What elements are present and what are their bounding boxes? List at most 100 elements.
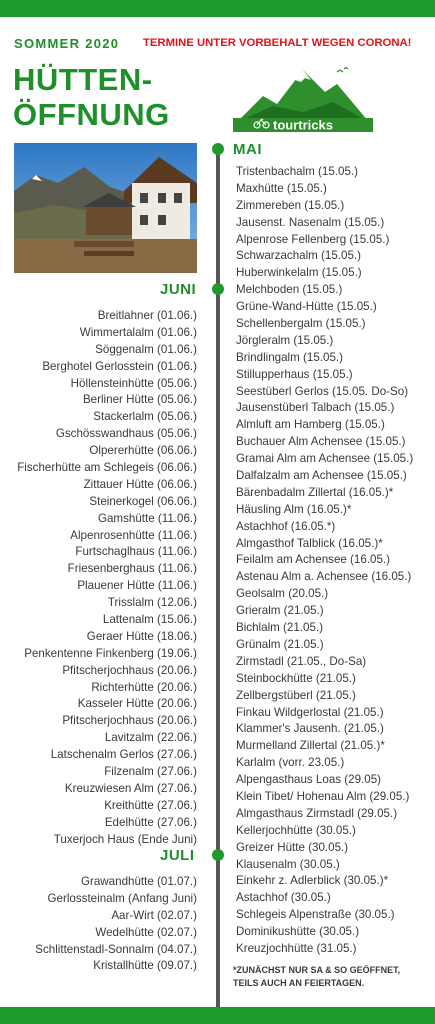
juni-list-item: Wimmertalalm (01.06.): [79, 325, 197, 339]
footnote-line-2: TEILS AUCH AN FEIERTAGEN.: [233, 978, 365, 988]
mai-list-item: Häusling Alm (16.05.)*: [236, 502, 352, 516]
juli-list-item: Kristallhütte (09.07.): [93, 959, 197, 973]
juli-list-item: Wedelhütte (02.07.): [95, 925, 197, 939]
mai-list-item: Stillupperhaus (15.05.): [236, 367, 353, 381]
juni-list-item: Steinerkogel (06.06.): [89, 494, 197, 508]
juni-list-item: Pfitscherjochhaus (20.06.): [62, 663, 197, 677]
mai-list-item: Seestüberl Gerlos (15.05. Do-So): [236, 384, 409, 398]
juni-list-item: Penkentenne Finkenberg (19.06.): [24, 646, 197, 660]
juni-list-item: Zittauer Hütte (06.06.): [83, 477, 197, 491]
mai-list-item: Finkau Wildgerlostal (21.05.): [236, 705, 384, 719]
mai-list-item: Grieralm (21.05.): [236, 604, 324, 618]
juni-list-item: Plauener Hütte (11.06.): [77, 579, 197, 593]
footnote-line-1: *ZUNÄCHST NUR SA & SO GEÖFFNET,: [233, 965, 401, 975]
corona-notice: TERMINE UNTER VORBEHALT WEGEN CORONA!: [143, 37, 412, 49]
juli-list-item: Grawandhütte (01.07.): [80, 875, 197, 888]
mai-list-item: Karlalm (vorr. 23.05.): [236, 756, 345, 770]
juni-list-item: Lavitzalm (22.06.): [104, 731, 197, 745]
mai-list-item: Dominikushütte (30.05.): [236, 925, 360, 939]
mai-list-item: Alpenrose Fellenberg (15.05.): [236, 232, 390, 246]
mai-list-item: Greizer Hütte (30.05.): [236, 840, 349, 854]
juli-list-item: Gerlossteinalm (Anfang Juni): [47, 891, 198, 905]
mai-list: Tristenbachalm (15.05.) Maxhütte (15.05.)…: [236, 164, 413, 958]
mai-list-item: Schwarzachalm (15.05.): [236, 249, 362, 263]
mai-list-item: Bärenbadalm Zillertal (16.05.)*: [236, 485, 394, 499]
mai-list-item: Bichlalm (21.05.): [236, 621, 323, 635]
juni-list-item: Kasseler Hütte (20.06.): [77, 697, 197, 711]
bottom-bar: [0, 1007, 435, 1024]
title-line-2: ÖFFNUNG: [13, 97, 170, 132]
footnote: *ZUNÄCHST NUR SA & SO GEÖFFNET, TEILS AU…: [233, 964, 400, 990]
juni-list: Breitlahner (01.06.) Wimmertalalm (01.06.…: [17, 308, 197, 849]
month-label-mai: MAI: [233, 141, 262, 158]
juni-list-item: Berliner Hütte (05.06.): [82, 393, 197, 407]
juni-list-item: Kreuzwiesen Alm (27.06.): [64, 781, 197, 795]
mai-list-item: Melchboden (15.05.): [236, 283, 343, 297]
juni-list-item: Olpererhütte (06.06.): [89, 444, 197, 458]
juni-list-item: Pfitscherjochhaus (20.06.): [62, 714, 197, 728]
timeline-dot-mai: [212, 143, 224, 155]
juni-list-item: Friesenberghaus (11.06.): [67, 562, 197, 576]
juni-list-item: Filzenalm (27.06.): [104, 765, 197, 779]
timeline-dot-juli: [212, 849, 224, 861]
mai-list-item: Astachhof (30.05.): [236, 891, 331, 905]
mai-list-item: Tristenbachalm (15.05.): [236, 165, 359, 178]
juli-list-item: Aar-Wirt (02.07.): [111, 908, 197, 922]
juni-list-item: Geraer Hütte (18.06.): [86, 629, 197, 643]
top-bar: [0, 0, 435, 17]
mai-list-item: Klausenalm (30.05.): [236, 857, 340, 871]
mai-list-item: Klein Tibet/ Hohenau Alm (29.05.): [236, 789, 410, 803]
logo-text: tourtricks: [273, 118, 333, 133]
juni-list-item: Breitlahner (01.06.): [97, 309, 197, 322]
juli-list: Grawandhütte (01.07.) Gerlossteinalm (Anf…: [35, 874, 197, 975]
mai-list-item: Grüne-Wand-Hütte (15.05.): [236, 300, 377, 314]
mai-list-item: Dalfalzalm am Achensee (15.05.): [236, 469, 407, 483]
juni-list-item: Gschösswandhaus (05.06.): [55, 427, 197, 441]
month-label-juni: JUNI: [160, 281, 197, 298]
mai-list-item: Schellenbergalm (15.05.): [236, 317, 366, 331]
juni-list-item: Stackerlalm (05.06.): [93, 410, 197, 424]
hut-photo: [14, 143, 197, 273]
mai-list-item: Zellbergstüberl (21.05.): [236, 688, 356, 702]
tourtricks-logo: tourtricks: [233, 66, 373, 133]
mai-list-item: Almgasthof Talblick (16.05.)*: [236, 536, 383, 550]
juni-list-item: Richterhütte (20.06.): [91, 680, 197, 694]
mai-list-item: Jausenstüberl Talbach (15.05.): [236, 401, 395, 415]
mai-list-item: Kreuzjochhütte (31.05.): [236, 941, 357, 955]
mai-list-item: Zirmstadl (21.05., Do-Sa): [236, 654, 367, 668]
mai-list-item: Einkehr z. Adlerblick (30.05.)*: [236, 874, 389, 888]
mai-list-item: Feilalm am Achensee (16.05.): [236, 553, 391, 567]
mai-list-item: Buchauer Alm Achensee (15.05.): [236, 435, 406, 449]
mai-list-item: Gramai Alm am Achensee (15.05.): [236, 452, 414, 466]
mai-list-item: Zimmereben (15.05.): [236, 198, 345, 212]
juni-list-item: Latschenalm Gerlos (27.06.): [50, 748, 197, 762]
juni-list-item: Söggenalm (01.06.): [95, 342, 197, 356]
mai-list-item: Murmelland Zillertal (21.05.)*: [236, 739, 385, 753]
mai-list-item: Almgasthaus Zirmstadl (29.05.): [236, 806, 398, 820]
juni-list-item: Gamshütte (11.06.): [97, 511, 197, 525]
mai-list-item: Brindlingalm (15.05.): [236, 350, 343, 364]
mai-list-item: Steinbockhütte (21.05.): [236, 671, 356, 685]
mai-list-item: Maxhütte (15.05.): [236, 181, 327, 195]
mai-list-item: Kellerjochhütte (30.05.): [236, 823, 356, 837]
mai-list-item: Grünalm (21.05.): [236, 637, 324, 651]
mai-list-item: Astenau Alm a. Achensee (16.05.): [236, 570, 412, 584]
juni-list-item: Alpenrosenhütte (11.06.): [70, 528, 197, 542]
juli-list-item: Schlittenstadl-Sonnalm (04.07.): [35, 942, 197, 956]
mai-list-item: Huberwinkelalm (15.05.): [236, 266, 362, 280]
mai-list-item: Jörgleralm (15.05.): [236, 333, 334, 347]
juni-list-item: Berghotel Gerlosstein (01.06.): [42, 359, 197, 373]
season-label: SOMMER 2020: [14, 36, 120, 51]
juni-list-item: Edelhütte (27.06.): [104, 815, 197, 829]
timeline-line: [216, 150, 220, 1007]
juni-list-item: Tuxerjoch Haus (Ende Juni): [53, 832, 197, 846]
juni-list-item: Furtschaglhaus (11.06.): [75, 545, 197, 559]
mai-list-item: Schlegeis Alpenstraße (30.05.): [236, 908, 395, 922]
mai-list-item: Klammer's Jausenh. (21.05.): [236, 722, 384, 736]
month-label-juli: JULI: [160, 847, 195, 864]
mai-list-item: Alpengasthaus Loas (29.05): [236, 773, 382, 787]
juni-list-item: Lattenalm (15.06.): [102, 613, 197, 627]
page-title: HÜTTEN- ÖFFNUNG: [13, 62, 170, 132]
mai-list-item: Jausenst. Nasenalm (15.05.): [236, 215, 385, 229]
mai-list-item: Geolsalm (20.05.): [236, 587, 329, 601]
